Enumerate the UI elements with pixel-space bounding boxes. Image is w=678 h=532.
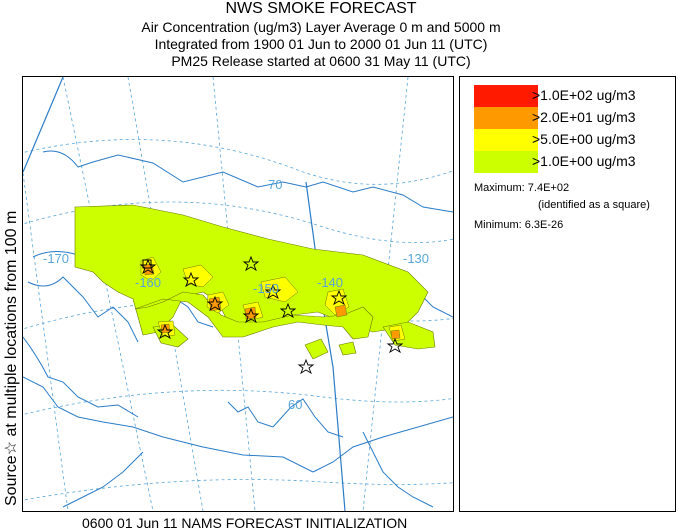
source-markers <box>139 255 404 375</box>
coastlines <box>23 150 453 508</box>
release-start: PM25 Release started at 0600 31 May 11 (… <box>171 53 471 69</box>
legend-label-5: >5.0E+00 ug/m3 <box>532 131 636 147</box>
legend-swatch-5 <box>474 129 538 151</box>
integration-period: Integrated from 1900 01 Jun to 2000 01 J… <box>154 36 488 52</box>
lon-minus130-label: -130 <box>403 251 429 266</box>
legend-panel: >1.0E+02 ug/m3 >2.0E+01 ug/m3 >5.0E+00 u… <box>459 76 676 512</box>
side-label-text: Source☆ at multiple locations from 100 m <box>3 211 20 506</box>
lat-60-label: 60 <box>288 397 302 412</box>
legend-swatch-20 <box>474 107 538 129</box>
lon-minus140-label: -140 <box>317 275 343 290</box>
forecast-title: NWS SMOKE FORECAST <box>225 0 417 17</box>
legend-label-20: >2.0E+01 ug/m3 <box>532 109 636 125</box>
maximum-square <box>142 259 152 269</box>
legend-swatch-100 <box>474 85 538 107</box>
minimum-value: Minimum: 6.3E-26 <box>474 219 564 231</box>
source-side-label: Source☆ at multiple locations from 100 m <box>0 72 26 510</box>
meridian-line <box>305 181 346 511</box>
legend-label-1: >1.0E+00 ug/m3 <box>532 153 636 169</box>
legend-label-100: >1.0E+02 ug/m3 <box>532 87 636 103</box>
lat-70-label: 70 <box>268 177 282 192</box>
graticule-labels: 70 -170 -160 -150 -140 -130 60 <box>43 177 429 412</box>
lon-minus160-label: -160 <box>135 275 161 290</box>
lon-minus170-label: -170 <box>43 251 69 266</box>
maximum-note: (identified as a square) <box>538 199 650 211</box>
forecast-map: 70 -170 -160 -150 -140 -130 60 <box>22 76 454 512</box>
map-canvas: 70 -170 -160 -150 -140 -130 60 <box>23 77 453 511</box>
legend-swatch-1 <box>474 151 538 173</box>
concentration-description: Air Concentration (ug/m3) Layer Average … <box>141 19 501 35</box>
lon-minus150-label: -150 <box>253 281 279 296</box>
forecast-initialization-footer: 0600 01 Jun 11 NAMS FORECAST INITIALIZAT… <box>82 515 408 531</box>
maximum-value: Maximum: 7.4E+02 <box>474 182 570 194</box>
